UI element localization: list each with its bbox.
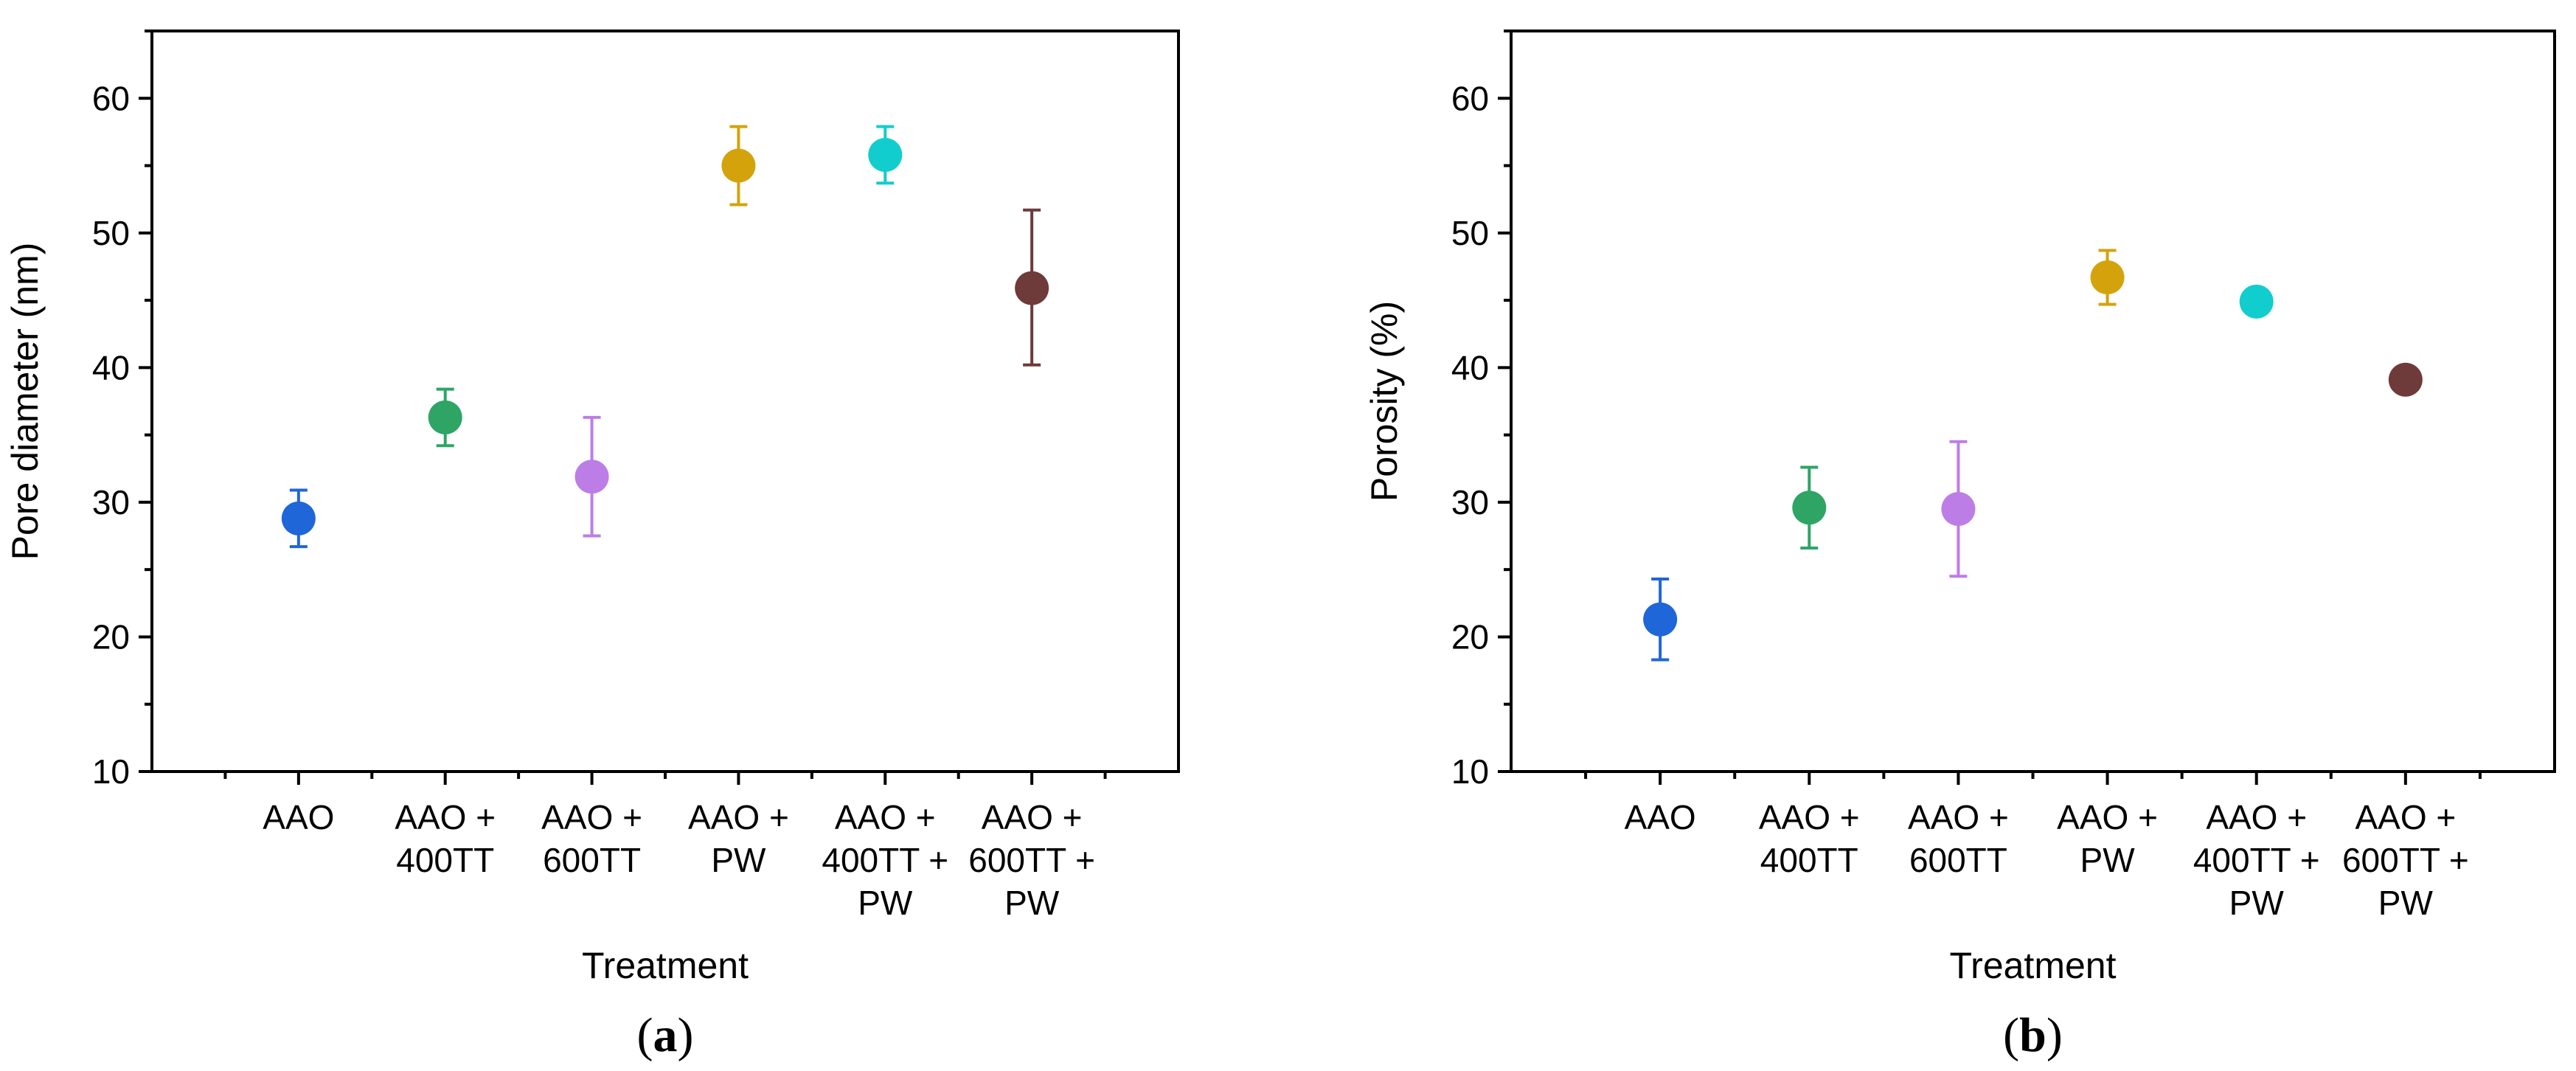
x-category-label-line: AAO +: [2355, 798, 2456, 836]
y-tick-label: 30: [92, 483, 130, 521]
x-category-label: AAO + 400TT + PW: [822, 798, 948, 922]
x-category-label-line: PW: [858, 884, 913, 922]
data-point: [2388, 362, 2423, 397]
x-category-label: AAO + 600TT + PW: [968, 798, 1095, 922]
x-category-label-line: AAO +: [688, 798, 789, 836]
data-point: [1643, 602, 1678, 637]
data-point: [2090, 260, 2125, 295]
x-category-label-line: AAO +: [2057, 798, 2158, 836]
y-tick-label: 60: [92, 79, 130, 117]
panel-label: (b): [2003, 1008, 2063, 1062]
x-category-label-line: 400TT +: [2193, 841, 2320, 879]
panel-label-close: ): [678, 1008, 694, 1062]
x-category-label-line: PW: [2378, 884, 2434, 922]
x-category-label: AAO + 600TT: [541, 798, 642, 879]
x-category-label-line: AAO: [263, 798, 334, 836]
x-category-label-line: AAO +: [541, 798, 642, 836]
x-category-label: AAO + 600TT + PW: [2342, 798, 2469, 922]
x-category-label-line: PW: [711, 841, 766, 879]
x-category-label-line: 600TT: [1909, 841, 2007, 879]
panel-label: (a): [637, 1008, 694, 1062]
x-category-label-line: PW: [2229, 884, 2285, 922]
x-category-label-line: AAO: [1625, 798, 1696, 836]
plot-frame: [150, 30, 1180, 773]
x-category-label-line: PW: [1004, 884, 1060, 922]
y-tick-label: 60: [1451, 79, 1489, 117]
x-category-label-line: AAO +: [395, 798, 496, 836]
panel-label-close: ): [2046, 1008, 2063, 1062]
y-tick-label: 20: [92, 617, 130, 656]
x-category-label-line: PW: [2080, 841, 2136, 879]
data-point: [1792, 491, 1827, 525]
x-category-label: AAO + 400TT: [395, 798, 496, 879]
x-axis-title: Treatment: [1949, 945, 2116, 986]
x-category-label-line: 600TT +: [968, 841, 1095, 879]
x-category-label: AAO + 400TT: [1759, 798, 1860, 879]
data-point: [721, 148, 756, 183]
panel-label-open: (: [637, 1008, 653, 1062]
y-tick-label: 20: [1451, 617, 1489, 656]
x-category-label: AAO + 400TT + PW: [2193, 798, 2320, 922]
x-category-label-line: 600TT +: [2342, 841, 2469, 879]
x-axis-title: Treatment: [582, 945, 749, 986]
x-category-label-line: 600TT: [543, 841, 641, 879]
y-tick-label: 40: [1451, 348, 1489, 387]
x-category-label-line: AAO +: [1759, 798, 1860, 836]
x-category-label: AAO + PW: [688, 798, 789, 879]
panel-label-letter: b: [2019, 1008, 2046, 1062]
y-tick-label: 40: [92, 348, 130, 387]
x-category-label: AAO + PW: [2057, 798, 2158, 879]
x-category-label: AAO: [1625, 798, 1696, 836]
x-category-label-line: AAO +: [982, 798, 1083, 836]
y-axis-title: Porosity (%): [1364, 301, 1405, 502]
x-category-label-line: AAO +: [1908, 798, 2009, 836]
data-point: [1015, 271, 1049, 305]
data-point: [281, 501, 316, 536]
y-tick-label: 30: [1451, 483, 1489, 521]
data-point: [2239, 284, 2274, 319]
data-point: [1941, 492, 1976, 527]
x-category-label-line: 400TT: [396, 841, 494, 879]
y-tick-label: 50: [1451, 214, 1489, 252]
x-category-label-line: 400TT: [1760, 841, 1858, 879]
data-point: [428, 400, 462, 434]
x-category-label-line: AAO +: [835, 798, 936, 836]
y-tick-label: 10: [1451, 752, 1489, 791]
y-tick-label: 50: [92, 214, 130, 252]
x-category-label: AAO: [263, 798, 334, 836]
data-point: [574, 460, 609, 494]
data-point: [868, 137, 903, 172]
panel-label-open: (: [2003, 1008, 2019, 1062]
y-tick-label: 10: [92, 752, 130, 791]
x-category-label-line: 400TT +: [822, 841, 948, 879]
x-category-label: AAO + 600TT: [1908, 798, 2009, 879]
x-category-label-line: AAO +: [2206, 798, 2307, 836]
y-axis-title: Pore diameter (nm): [4, 243, 46, 561]
panel-label-letter: a: [653, 1008, 678, 1062]
